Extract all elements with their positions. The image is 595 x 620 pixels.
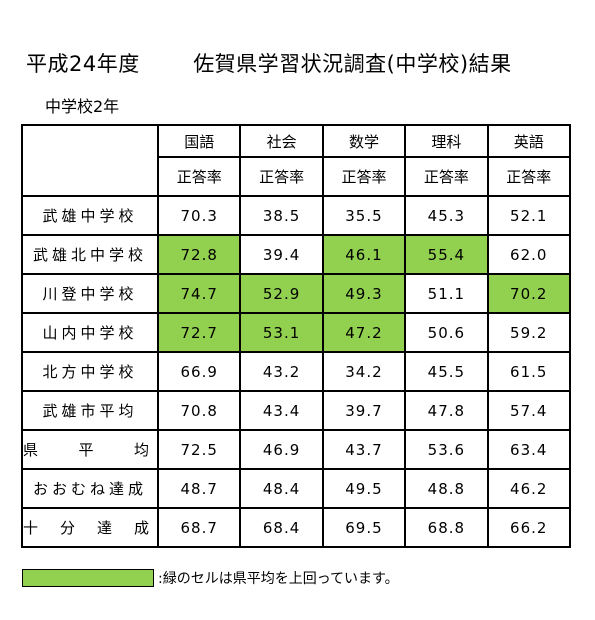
score-cell: 43.4 — [239, 390, 324, 431]
table-row: 武雄市平均 70.8 43.4 39.7 47.8 57.4 — [21, 390, 571, 431]
score-cell: 53.1 — [239, 312, 324, 353]
score-cell: 72.7 — [156, 312, 242, 353]
subject-header: 英語 — [486, 124, 571, 158]
subject-header-row: 国語 社会 数学 理科 英語 — [21, 124, 571, 197]
school-name: おおむね達成 — [21, 468, 159, 509]
metric-header: 正答率 — [321, 156, 407, 197]
school-name: 十分達成 — [21, 507, 159, 548]
metric-header: 正答率 — [486, 156, 571, 197]
score-cell: 59.2 — [486, 312, 571, 353]
score-cell: 66.9 — [156, 351, 242, 392]
score-cell: 72.5 — [156, 429, 242, 470]
score-cell: 49.5 — [321, 468, 407, 509]
table-row: 山内中学校 72.7 53.1 47.2 50.6 59.2 — [21, 312, 571, 353]
subject-header: 数学 — [321, 124, 407, 158]
score-cell: 70.2 — [486, 273, 571, 314]
table-row: 北方中学校 66.9 43.2 34.2 45.5 61.5 — [21, 351, 571, 392]
table-row: 県平均 72.5 46.9 43.7 53.6 63.4 — [21, 429, 571, 470]
score-cell: 39.7 — [321, 390, 407, 431]
school-name: 武雄北中学校 — [21, 234, 159, 275]
score-cell: 74.7 — [156, 273, 242, 314]
metric-header: 正答率 — [156, 156, 242, 197]
table-row: 武雄中学校 70.3 38.5 35.5 45.3 52.1 — [21, 195, 571, 236]
score-cell: 68.4 — [239, 507, 324, 548]
metric-header: 正答率 — [239, 156, 324, 197]
results-table: 国語 社会 数学 理科 英語 正答率 正答率 正答率 正答率 正答率 武雄中学校… — [21, 124, 571, 548]
score-cell: 68.8 — [404, 507, 489, 548]
legend-text: :緑のセルは県平均を上回っています。 — [158, 571, 399, 587]
score-cell: 68.7 — [156, 507, 242, 548]
school-name: 川登中学校 — [21, 273, 159, 314]
grade-label: 中学校2年 — [45, 97, 120, 116]
subject-header: 理科 — [404, 124, 489, 158]
score-cell: 52.1 — [486, 195, 571, 236]
metric-header-row: 正答率 正答率 正答率 正答率 正答率 — [22, 156, 571, 197]
school-name: 武雄市平均 — [21, 390, 159, 431]
legend-swatch — [22, 569, 154, 587]
score-cell: 70.8 — [156, 390, 242, 431]
score-cell: 48.4 — [239, 468, 324, 509]
score-cell: 46.9 — [239, 429, 324, 470]
table-row: おおむね達成 48.7 48.4 49.5 48.8 46.2 — [21, 468, 571, 509]
score-cell: 45.3 — [404, 195, 489, 236]
score-cell: 43.2 — [239, 351, 324, 392]
subject-header: 社会 — [239, 124, 324, 158]
score-cell: 47.8 — [404, 390, 489, 431]
table-row: 川登中学校 74.7 52.9 49.3 51.1 70.2 — [21, 273, 571, 314]
school-name: 県平均 — [21, 429, 159, 470]
score-cell: 70.3 — [156, 195, 242, 236]
score-cell: 57.4 — [486, 390, 571, 431]
score-cell: 61.5 — [486, 351, 571, 392]
score-cell: 53.6 — [404, 429, 489, 470]
score-cell: 50.6 — [404, 312, 489, 353]
school-name: 北方中学校 — [21, 351, 159, 392]
score-cell: 48.8 — [404, 468, 489, 509]
school-name: 山内中学校 — [21, 312, 159, 353]
score-cell: 35.5 — [321, 195, 407, 236]
score-cell: 39.4 — [239, 234, 324, 275]
legend: :緑のセルは県平均を上回っています。 — [22, 568, 399, 588]
score-cell: 46.2 — [486, 468, 571, 509]
score-cell: 63.4 — [486, 429, 571, 470]
score-cell: 72.8 — [156, 234, 242, 275]
score-cell: 62.0 — [486, 234, 571, 275]
survey-title: 佐賀県学習状況調査(中学校)結果 — [193, 52, 512, 76]
score-cell: 69.5 — [321, 507, 407, 548]
metric-header: 正答率 — [404, 156, 489, 197]
score-cell: 49.3 — [321, 273, 407, 314]
score-cell: 48.7 — [156, 468, 242, 509]
header-corner — [21, 124, 159, 197]
score-cell: 52.9 — [239, 273, 324, 314]
score-cell: 43.7 — [321, 429, 407, 470]
document-title: 平成24年度 佐賀県学習状況調査(中学校)結果 — [26, 48, 512, 78]
score-cell: 47.2 — [321, 312, 407, 353]
score-cell: 38.5 — [239, 195, 324, 236]
score-cell: 66.2 — [486, 507, 571, 548]
survey-year: 平成24年度 — [26, 52, 140, 76]
score-cell: 55.4 — [404, 234, 489, 275]
table-row: 十分達成 68.7 68.4 69.5 68.8 66.2 — [21, 507, 571, 548]
score-cell: 34.2 — [321, 351, 407, 392]
subject-header: 国語 — [156, 124, 242, 158]
score-cell: 51.1 — [404, 273, 489, 314]
score-cell: 45.5 — [404, 351, 489, 392]
school-name: 武雄中学校 — [21, 195, 159, 236]
score-cell: 46.1 — [321, 234, 407, 275]
table-row: 武雄北中学校 72.8 39.4 46.1 55.4 62.0 — [21, 234, 571, 275]
